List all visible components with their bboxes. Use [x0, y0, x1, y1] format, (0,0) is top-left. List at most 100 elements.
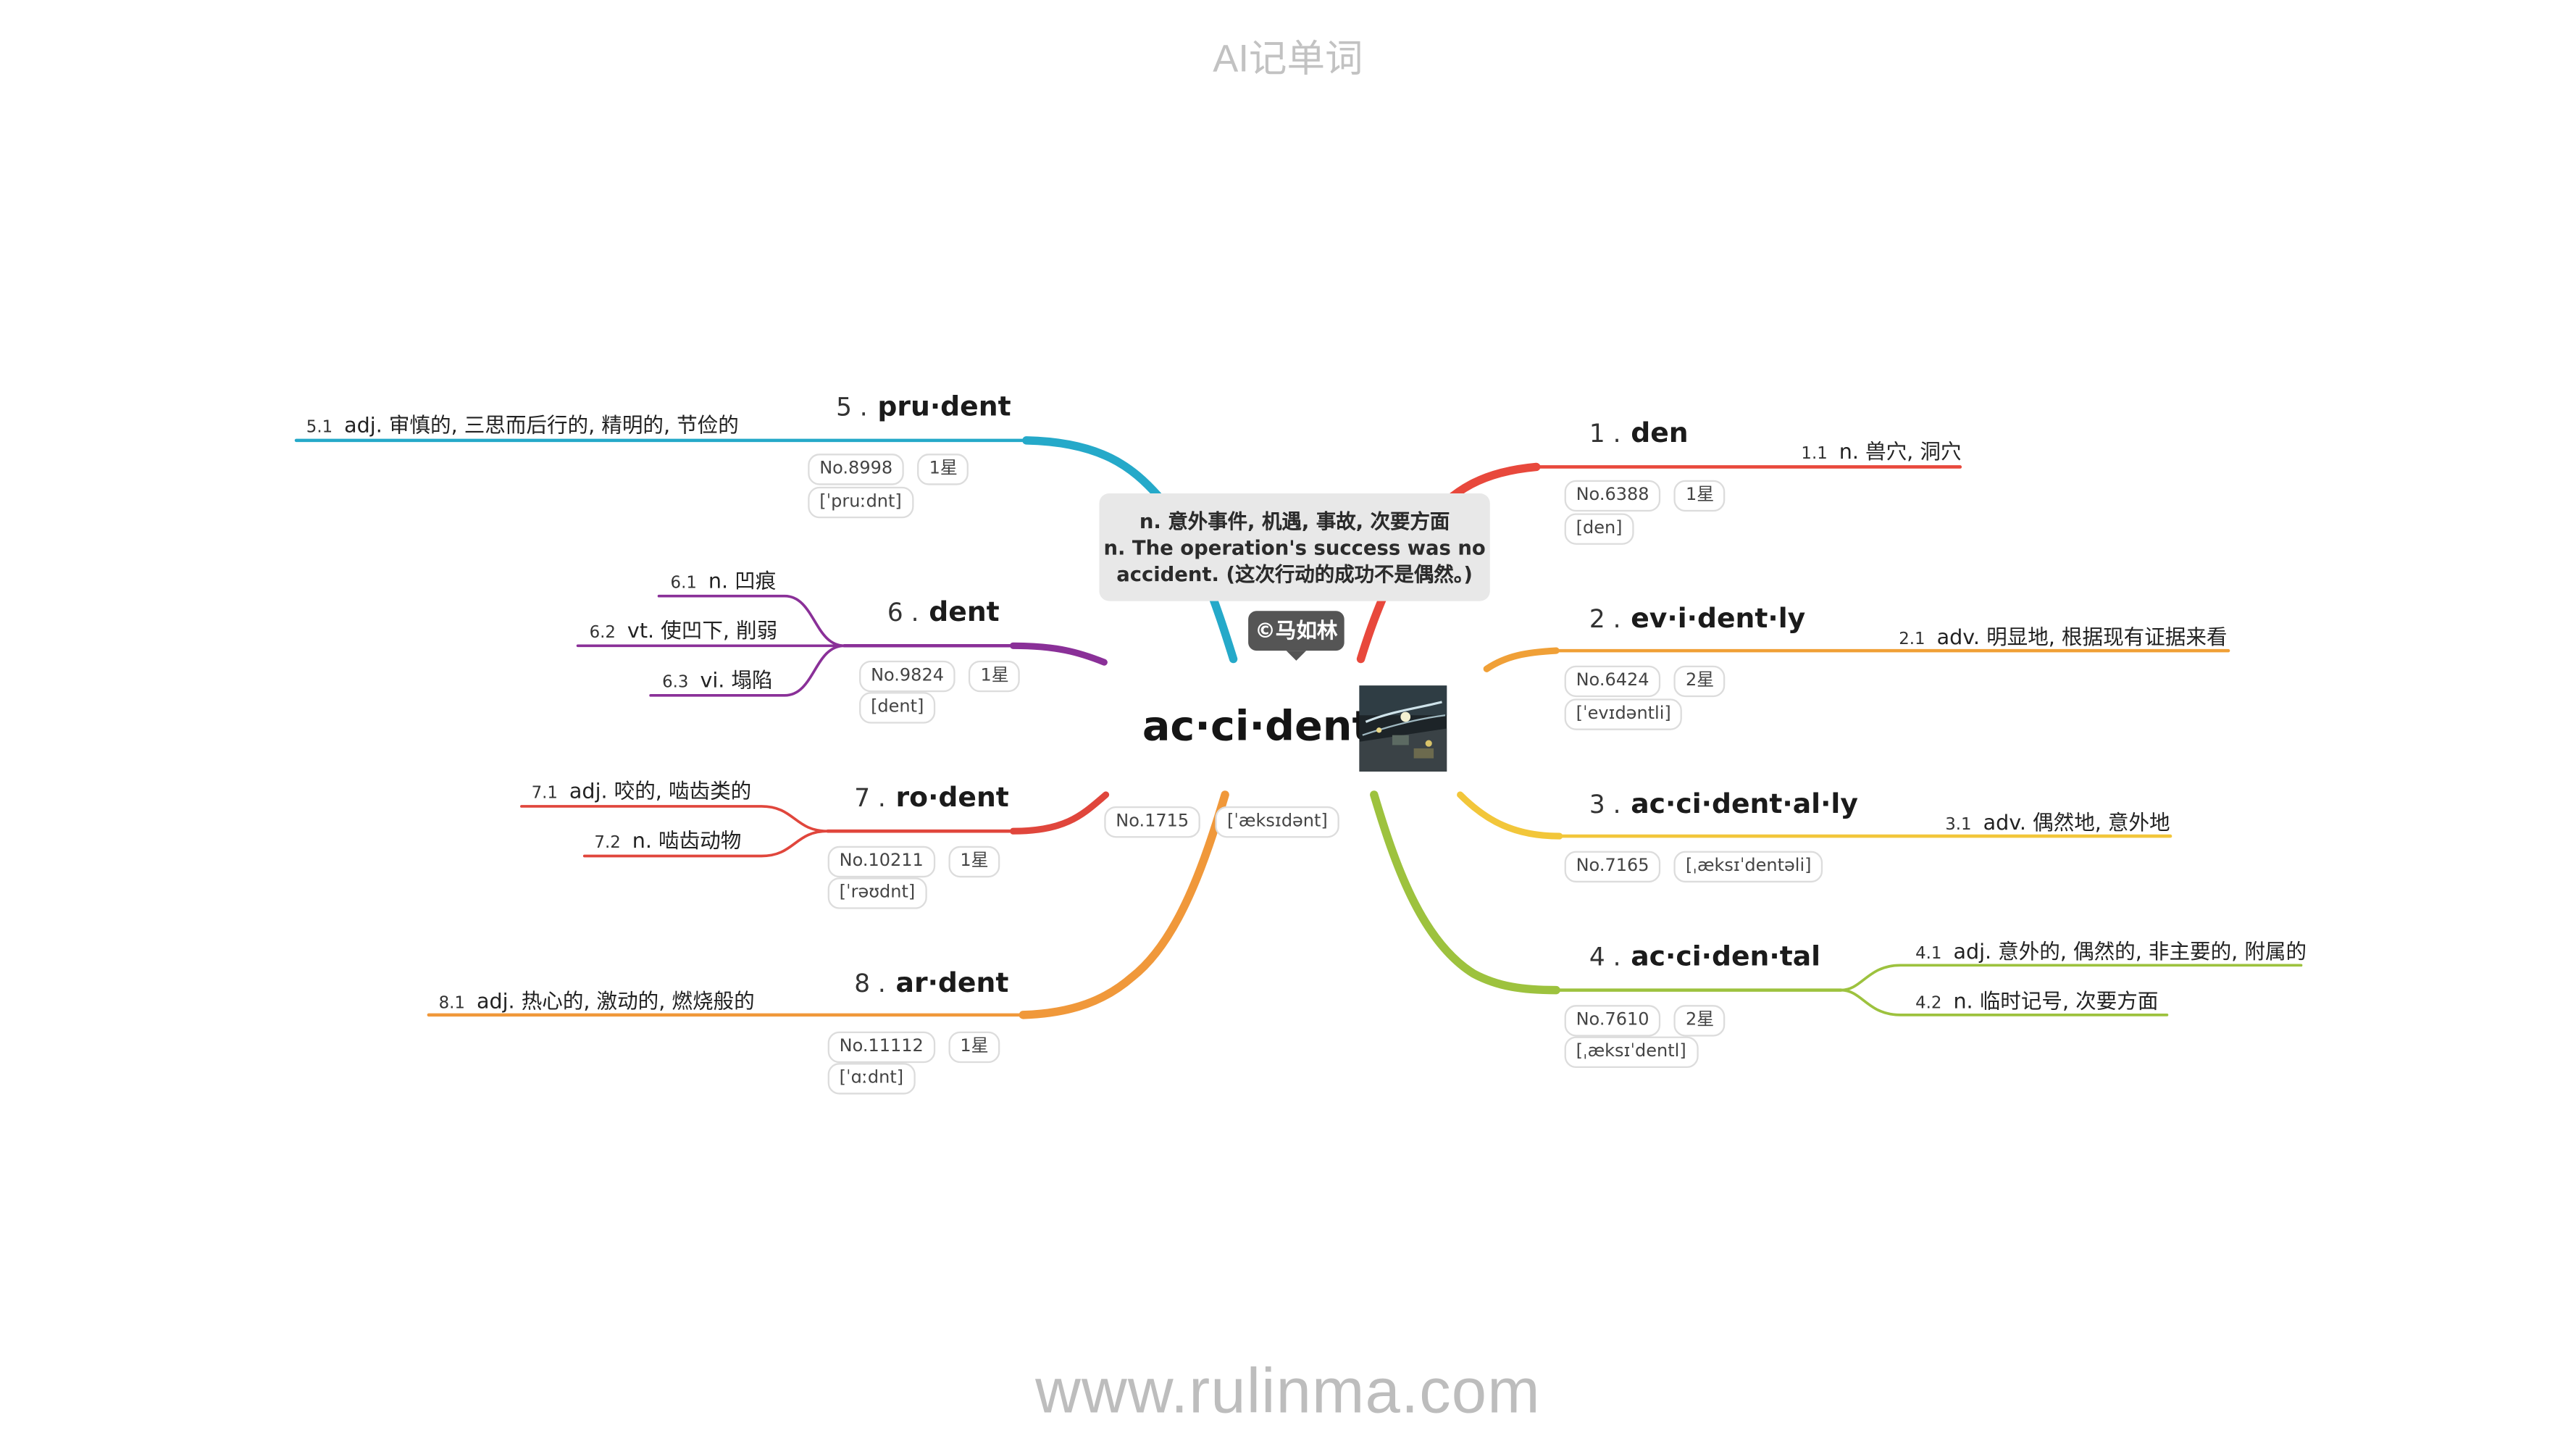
definition-text: n. 临时记号, 次要方面 — [1953, 988, 2159, 1014]
center-word[interactable]: ac·ci·dent — [1142, 701, 1372, 751]
connector-accidental-4-1 — [1839, 964, 2303, 992]
author-badge-pointer — [1286, 651, 1307, 661]
definition-number: 7.2 — [594, 834, 621, 853]
word-number-tag: No.9824 — [859, 660, 955, 693]
word-number-tag: No.7165 — [1564, 851, 1661, 883]
word-number-tag: No.6388 — [1564, 480, 1661, 512]
phonetic-tag: [ˌæksɪˈdentəli] — [1674, 851, 1823, 883]
branch-8-phonetic: [ˈɑːdnt] — [827, 1058, 916, 1095]
definition-1-1: 1.1 n. 兽穴, 洞穴 — [1801, 434, 1961, 465]
word-number-tag: No.11112 — [827, 1031, 935, 1064]
definition-text: adj. 审慎的, 三思而后行的, 精明的, 节俭的 — [344, 412, 739, 438]
definition-4-1: 4.1 adj. 意外的, 偶然的, 非主要的, 附属的 — [1915, 934, 2307, 965]
definition-6-3: 6.3 vi. 塌陷 — [662, 662, 773, 693]
word-number-tag: No.8998 — [808, 454, 905, 485]
definition-number: 4.1 — [1915, 945, 1942, 964]
star-tag: 1星 — [969, 660, 1021, 693]
branch-number: 8 . — [854, 968, 886, 999]
branch-7-phonetic: [ˈrəʊdnt] — [827, 872, 927, 909]
star-tag: 1星 — [1674, 480, 1726, 512]
definition-number: 6.2 — [589, 624, 616, 643]
branch-word: ac·ci·den·tal — [1631, 940, 1821, 972]
branch-word: ac·ci·dent·al·ly — [1631, 788, 1858, 820]
definition-2-1: 2.1 adv. 明显地, 根据现有证据来看 — [1899, 619, 2227, 651]
branch-6-title[interactable]: 6 . dent — [887, 596, 1000, 627]
definition-number: 6.1 — [670, 574, 697, 593]
branch-6-tags: No.9824 1星 — [859, 656, 1021, 693]
definition-text: n. 啮齿动物 — [632, 827, 742, 853]
branch-5-title[interactable]: 5 . pru·dent — [836, 391, 1011, 422]
star-tag: 1星 — [948, 1031, 1000, 1064]
phonetic-tag: [dent] — [859, 692, 936, 724]
website-footer: www.rulinma.com — [1035, 1357, 1541, 1427]
branch-8-tags: No.11112 1星 — [827, 1027, 1000, 1064]
branch-7-tags: No.10211 1星 — [827, 841, 1000, 878]
branch-number: 6 . — [887, 597, 919, 628]
connector-center-dent — [1010, 642, 1108, 666]
app-title: AI记单词 — [1213, 36, 1363, 80]
definition-text: n. 兽穴, 洞穴 — [1839, 438, 1962, 464]
definition-number: 7.1 — [531, 785, 558, 803]
tooltip-line: n. 意外事件, 机遇, 事故, 次要方面 — [1139, 509, 1450, 533]
branch-2-tags: No.6424 2星 — [1564, 661, 1726, 698]
definition-8-1: 8.1 adj. 热心的, 激动的, 燃烧般的 — [439, 983, 755, 1014]
branch-5-tags: No.8998 1星 — [808, 448, 969, 485]
branch-4-tags: No.7610 2星 — [1564, 1000, 1726, 1037]
author-badge: ©马如林 — [1248, 611, 1345, 651]
branch-word: den — [1631, 417, 1689, 449]
phonetic-tag: [ˈrəʊdnt] — [827, 877, 927, 909]
definition-text: adv. 明显地, 根据现有证据来看 — [1936, 624, 2228, 649]
word-number-tag: No.10211 — [827, 845, 935, 878]
branch-3-title[interactable]: 3 . ac·ci·dent·al·ly — [1589, 788, 1858, 819]
branch-1-tags: No.6388 1星 — [1564, 475, 1726, 512]
connector-center-ardent — [1019, 790, 1229, 1019]
definition-6-1: 6.1 n. 凹痕 — [671, 563, 777, 594]
definition-number: 1.1 — [1801, 445, 1828, 464]
definition-text: adj. 意外的, 偶然的, 非主要的, 附属的 — [1953, 938, 2307, 964]
definition-number: 5.1 — [306, 419, 333, 438]
branch-6-phonetic: [dent] — [859, 687, 936, 724]
branch-word: pru·dent — [877, 391, 1011, 422]
definition-4-2: 4.2 n. 临时记号, 次要方面 — [1915, 983, 2158, 1014]
branch-number: 3 . — [1589, 790, 1621, 820]
phonetic-tag: [ˌæksɪˈdentl] — [1564, 1036, 1698, 1069]
definition-7-1: 7.1 adj. 咬的, 啮齿类的 — [532, 773, 752, 804]
definition-text: vi. 塌陷 — [700, 667, 773, 693]
connector-center-accidental — [1370, 790, 1560, 995]
definition-5-1: 5.1 adj. 审慎的, 三思而后行的, 精明的, 节俭的 — [306, 407, 739, 438]
branch-4-phonetic: [ˌæksɪˈdentl] — [1564, 1032, 1698, 1069]
branch-1-phonetic: [den] — [1564, 509, 1634, 545]
branch-4-title[interactable]: 4 . ac·ci·den·tal — [1589, 940, 1820, 972]
branch-number: 7 . — [854, 782, 886, 814]
word-number-tag: No.7610 — [1564, 1005, 1661, 1037]
star-tag: 1星 — [948, 845, 1000, 878]
branch-7-title[interactable]: 7 . ro·dent — [854, 782, 1009, 813]
definition-text: n. 凹痕 — [708, 567, 777, 593]
tooltip-line: n. The operation's success was no — [1103, 536, 1486, 560]
connector-rodent-7-1 — [520, 805, 829, 833]
star-tag: 2星 — [1674, 1005, 1726, 1037]
phonetic-tag: [ˈpruːdnt] — [808, 486, 913, 519]
definition-7-2: 7.2 n. 啮齿动物 — [594, 823, 741, 854]
definition-number: 6.3 — [662, 674, 689, 693]
connector-dent-6-1 — [657, 594, 846, 648]
definition-number: 4.2 — [1915, 995, 1942, 1014]
definition-text: adv. 偶然地, 意外地 — [1983, 809, 2170, 835]
definition-number: 3.1 — [1945, 816, 1972, 835]
branch-1-title[interactable]: 1 . den — [1589, 417, 1689, 448]
branch-word: dent — [929, 596, 1000, 628]
phonetic-tag: [ˈɑːdnt] — [827, 1063, 916, 1095]
connector-center-rodent — [1010, 791, 1110, 835]
star-tag: 2星 — [1674, 665, 1726, 698]
definition-text: adj. 咬的, 啮齿类的 — [569, 778, 752, 803]
connector-rodent-7-2 — [582, 830, 829, 858]
branch-word: ro·dent — [895, 781, 1009, 814]
branch-8-title[interactable]: 8 . ar·dent — [854, 967, 1008, 998]
star-tag: 1星 — [917, 454, 969, 485]
branch-word: ev·i·dent·ly — [1631, 602, 1806, 635]
definition-number: 8.1 — [438, 995, 465, 1014]
branch-2-title[interactable]: 2 . ev·i·dent·ly — [1589, 603, 1805, 634]
phonetic-tag: [ˈevɪdəntli] — [1564, 698, 1683, 730]
